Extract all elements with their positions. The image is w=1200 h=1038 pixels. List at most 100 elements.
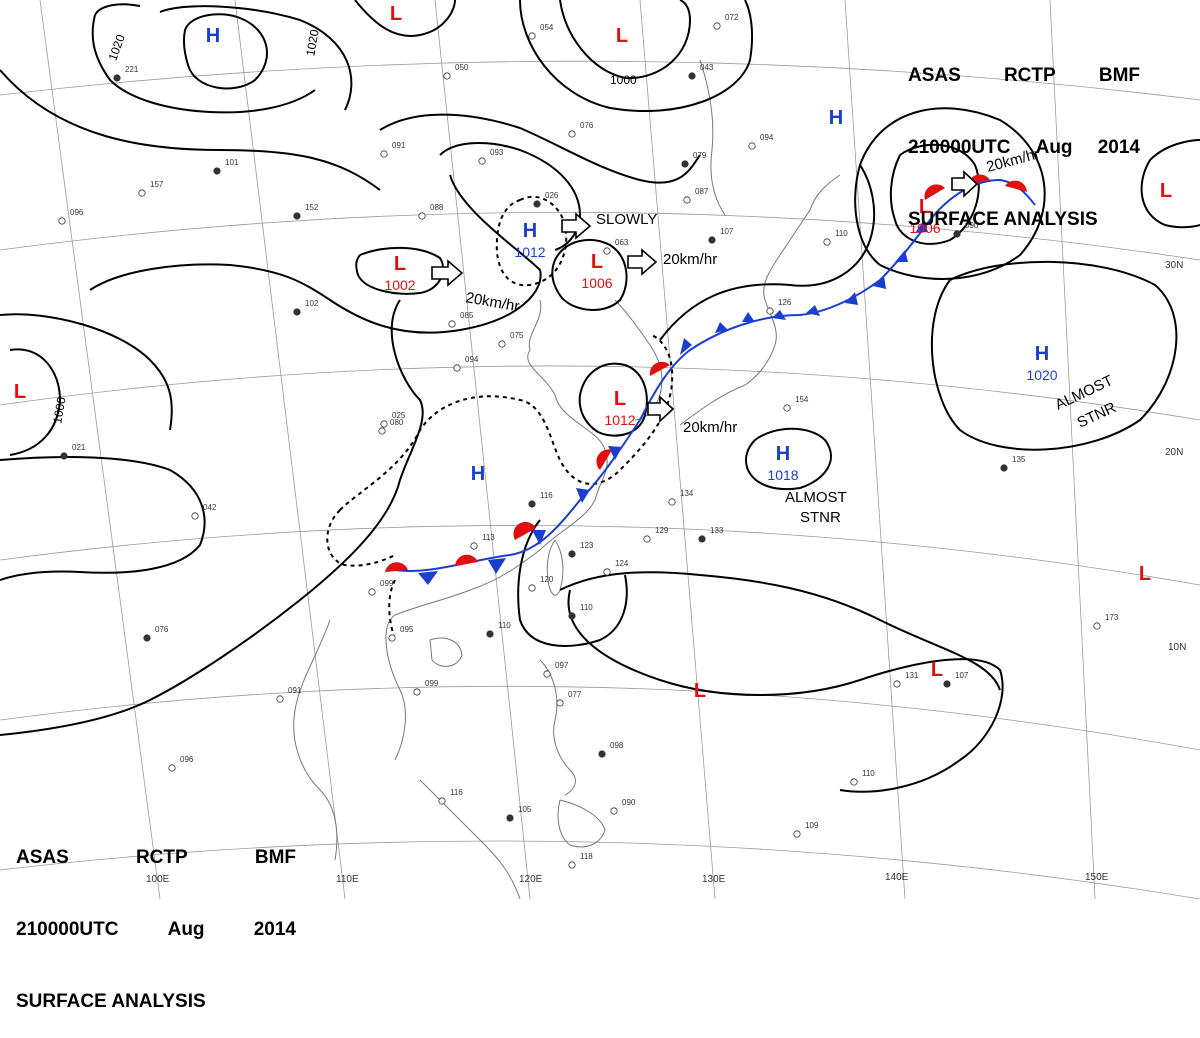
latitude-label: 10N xyxy=(1168,642,1186,653)
high-pressure-symbol: H xyxy=(523,220,537,242)
isobar xyxy=(659,164,876,341)
low-pressure-symbol: L xyxy=(694,680,706,702)
isobar xyxy=(559,571,1001,691)
station-pressure-value: 152 xyxy=(305,203,319,212)
station-pressure-value: 025 xyxy=(392,411,406,420)
hainan-coast xyxy=(429,637,463,667)
station-pressure-value: 097 xyxy=(555,661,569,670)
station-circle xyxy=(448,320,456,328)
isobar xyxy=(0,313,173,431)
station-circle xyxy=(368,588,376,596)
station-pressure-value: 096 xyxy=(70,208,84,217)
station-circle xyxy=(668,498,676,506)
warm-front-semicircle xyxy=(649,361,670,376)
station-plots: 221 157 096 101 050 091 152 088 093 026 063 076 079 0… xyxy=(58,13,1119,869)
isobar xyxy=(0,456,206,581)
station-pressure-value: 021 xyxy=(72,443,86,452)
station-pressure-value: 087 xyxy=(695,187,709,196)
isobar xyxy=(519,0,754,112)
station-circle xyxy=(138,189,146,197)
trough xyxy=(326,509,396,567)
isobar-label: 1000 xyxy=(610,73,637,87)
low-pressure-symbol: L xyxy=(614,388,626,410)
station-pressure-value: 110 xyxy=(862,769,875,778)
station-circle xyxy=(943,680,951,688)
station-pressure-value: 093 xyxy=(490,148,504,157)
station-pressure-value: 050 xyxy=(455,63,469,72)
cold-front-triangle xyxy=(576,488,590,503)
cold-front-triangle xyxy=(806,305,820,316)
warm-front-semicircle xyxy=(596,449,612,470)
station-circle xyxy=(603,568,611,576)
station-circle xyxy=(113,74,121,82)
motion-label: 20km/hr xyxy=(663,251,717,268)
station-pressure-value: 120 xyxy=(540,575,554,584)
station-pressure-value: 085 xyxy=(460,311,474,320)
station-pressure-value: 077 xyxy=(568,690,582,699)
header-bottom-year: 2014 xyxy=(253,919,296,940)
station-circle xyxy=(568,130,576,138)
station-pressure-value: 076 xyxy=(155,625,169,634)
station-circle xyxy=(823,238,831,246)
station-pressure-value: 080 xyxy=(390,418,404,427)
station-circle xyxy=(60,452,68,460)
header-bottom-station: RCTP xyxy=(135,847,188,868)
warm-front-semicircle xyxy=(924,184,945,200)
station-circle xyxy=(568,861,576,869)
isobar xyxy=(0,299,424,736)
low-pressure-symbol: L xyxy=(1139,563,1151,585)
station-circle xyxy=(850,778,858,786)
station-pressure-value: 116 xyxy=(540,491,553,500)
station-pressure-value: 131 xyxy=(905,671,919,680)
station-circle xyxy=(893,680,901,688)
station-pressure-value: 043 xyxy=(700,63,714,72)
station-circle xyxy=(748,142,756,150)
isobar xyxy=(439,142,582,251)
isobar xyxy=(94,3,141,16)
station-pressure-value: 101 xyxy=(225,158,239,167)
low-pressure-symbol: L xyxy=(931,659,943,681)
motion-arrow xyxy=(951,170,979,198)
latitude-label: 20N xyxy=(1165,447,1183,458)
pressure-value: 1002 xyxy=(384,277,415,293)
station-pressure-value: 075 xyxy=(510,331,524,340)
station-circle xyxy=(506,814,514,822)
station-circle xyxy=(528,584,536,592)
high-pressure-symbol: H xyxy=(206,25,220,47)
header-top-month: Aug xyxy=(1035,137,1073,158)
header-top-time: 210000UTC xyxy=(908,137,1011,158)
station-circle xyxy=(683,196,691,204)
high-pressure-symbol: H xyxy=(1035,343,1049,365)
low-pressure-symbol: L xyxy=(1160,180,1172,202)
station-circle xyxy=(418,212,426,220)
borneo-coast xyxy=(419,779,521,899)
header-bottom-code: BMF xyxy=(254,847,296,868)
front-line xyxy=(394,178,1036,572)
station-circle xyxy=(486,630,494,638)
station-pressure-value: 088 xyxy=(430,203,444,212)
isobar xyxy=(578,362,648,437)
isobar xyxy=(854,107,1046,280)
stationary-note-line1: ALMOST xyxy=(785,489,847,506)
station-pressure-value: 157 xyxy=(150,180,164,189)
station-pressure-value: 094 xyxy=(465,355,479,364)
motion-arrows xyxy=(431,170,979,423)
cold-front-triangle xyxy=(488,558,506,574)
taiwan-coast xyxy=(546,539,564,596)
station-circle xyxy=(953,230,961,238)
station-pressure-value: 113 xyxy=(482,533,495,542)
station-pressure-value: 134 xyxy=(680,489,694,498)
station-pressure-value: 091 xyxy=(392,141,406,150)
station-pressure-value: 072 xyxy=(725,13,739,22)
isobar xyxy=(89,174,542,334)
station-circle xyxy=(413,688,421,696)
pressure-value: 1012 xyxy=(514,244,545,260)
longitude-label: 100E xyxy=(146,874,170,885)
station-pressure-value: 096 xyxy=(180,755,194,764)
isobar xyxy=(517,519,628,647)
high-pressure-symbol: H xyxy=(776,443,790,465)
china-coast xyxy=(385,299,608,761)
station-circle xyxy=(443,72,451,80)
low-pressure-symbol: L xyxy=(616,25,628,47)
station-circle xyxy=(380,420,388,428)
